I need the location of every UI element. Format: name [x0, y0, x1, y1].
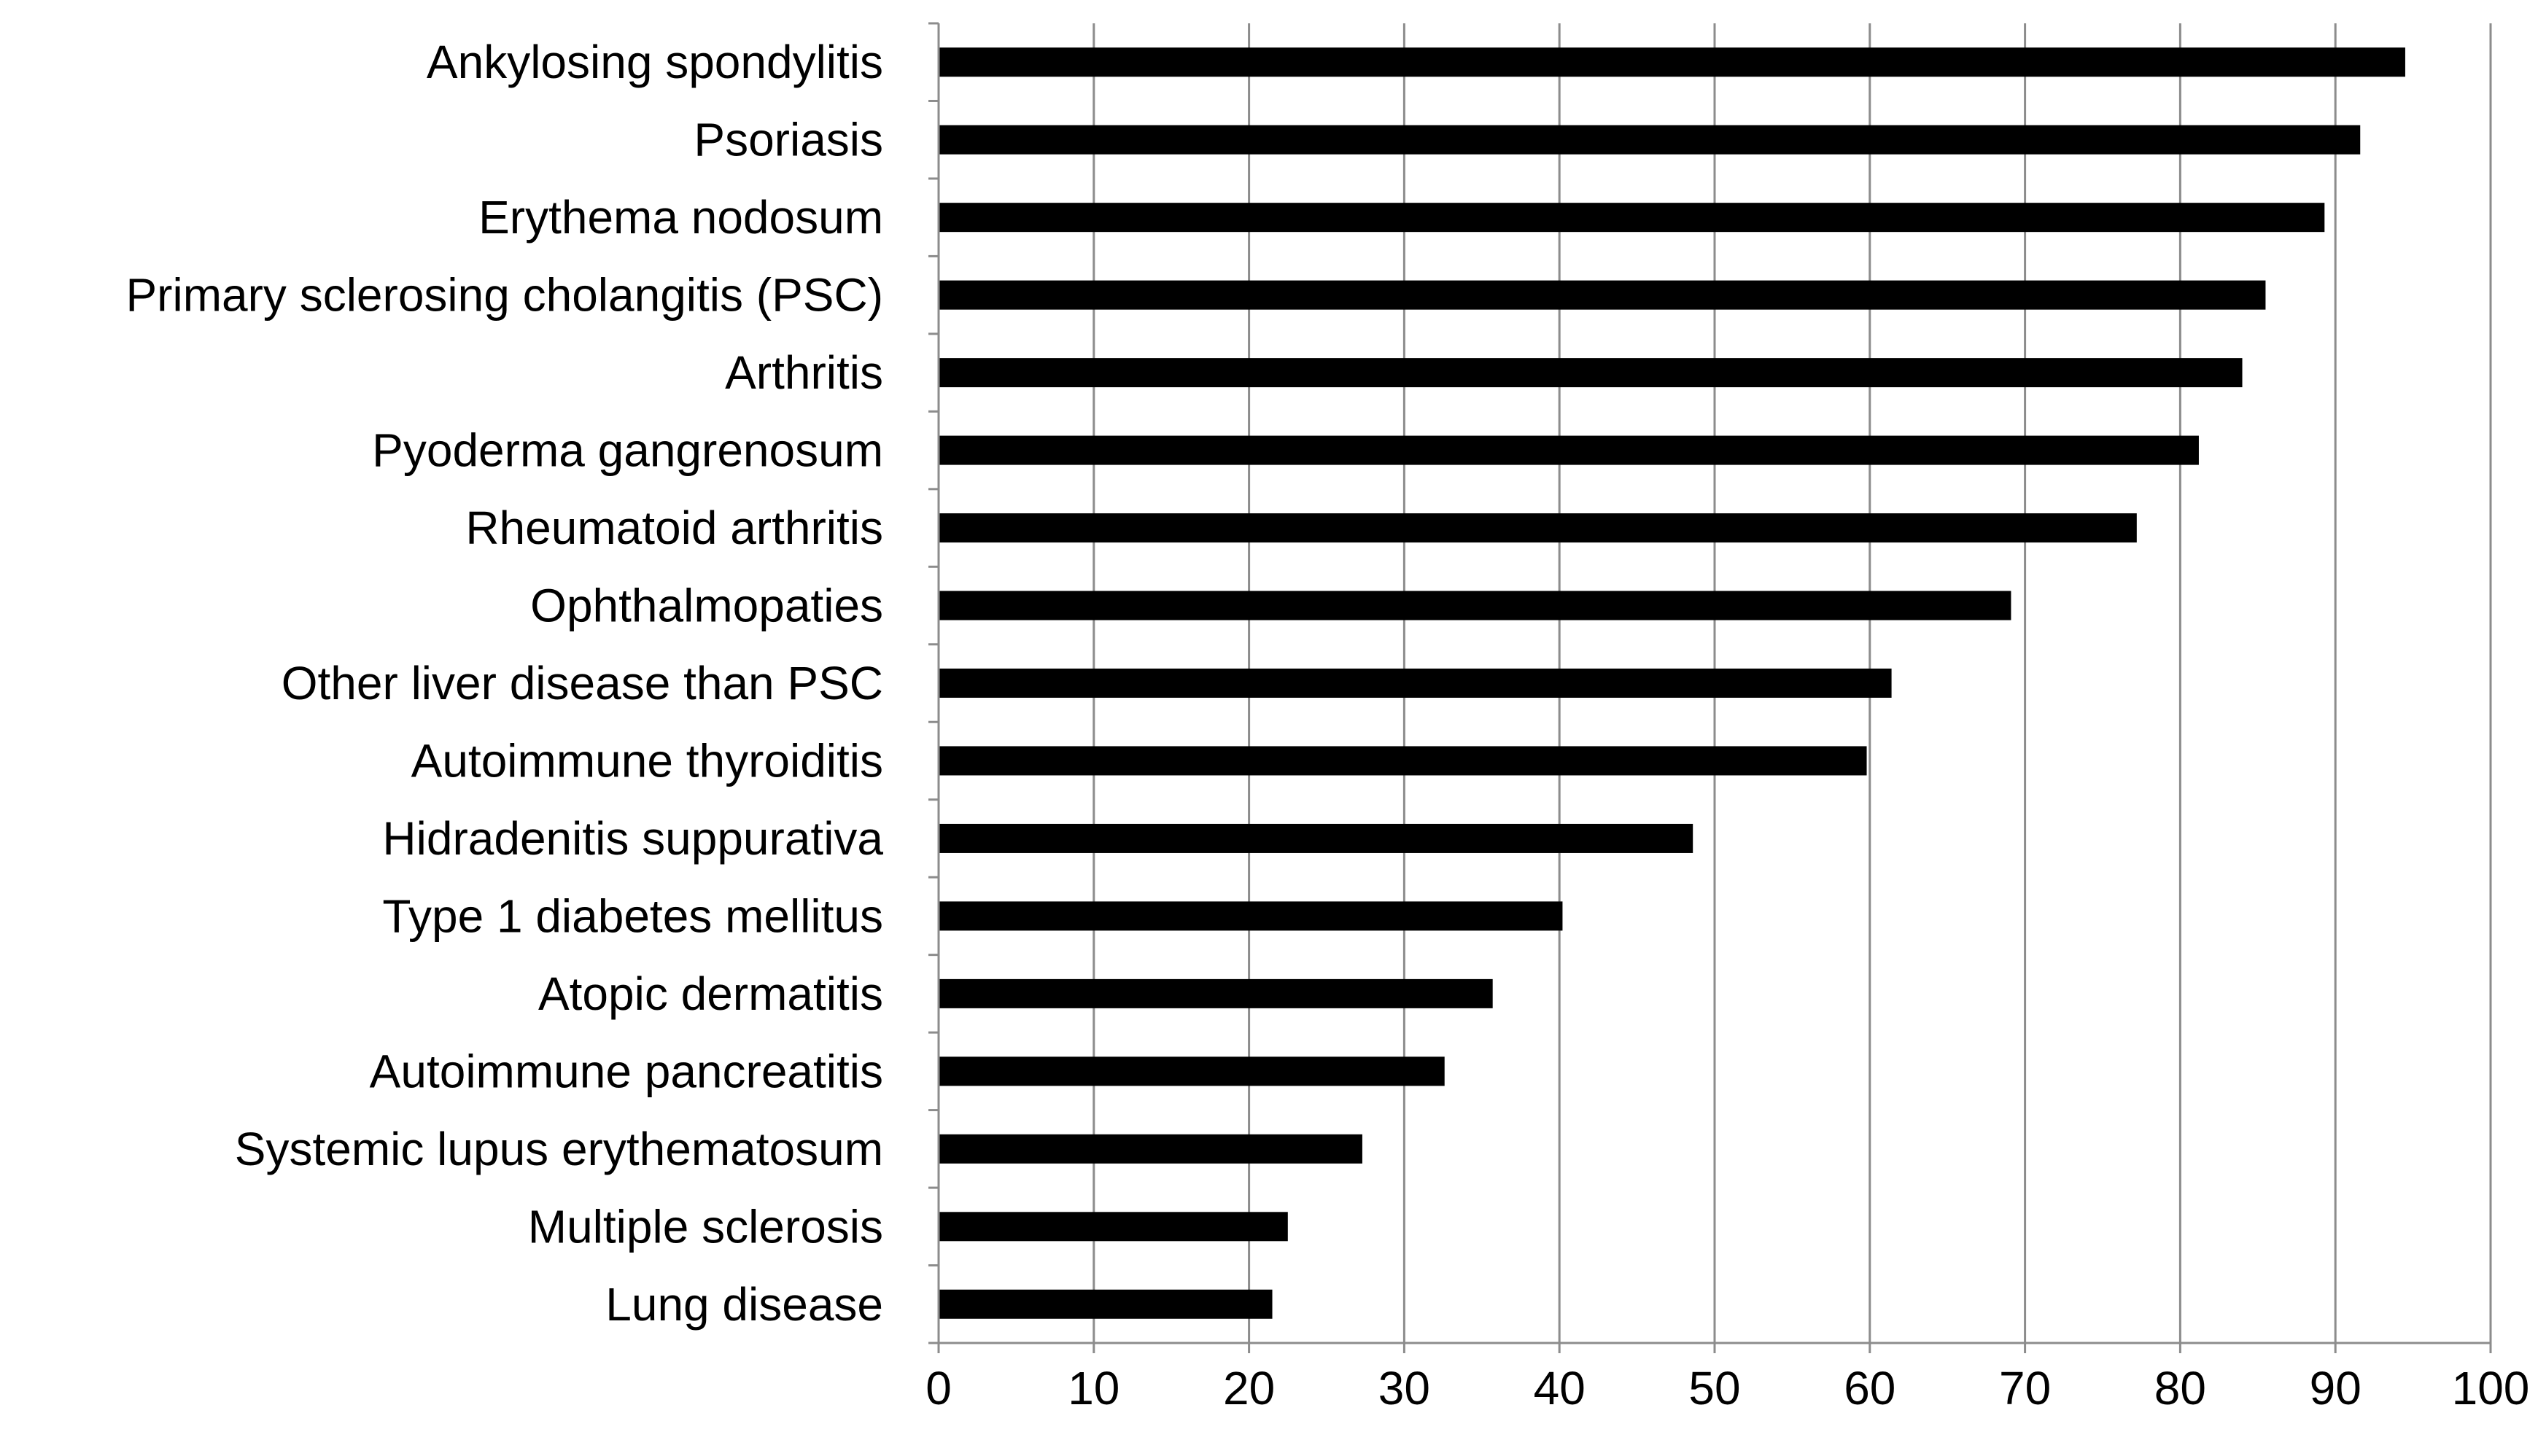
- bar: [939, 125, 2361, 155]
- bar: [939, 513, 2137, 543]
- bar: [939, 1289, 1273, 1319]
- category-label: Autoimmune pancreatitis: [370, 1045, 883, 1097]
- category-label: Rheumatoid arthritis: [465, 502, 883, 554]
- category-label: Hidradenitis suppurativa: [382, 812, 883, 865]
- bar: [939, 1134, 1362, 1164]
- x-tick-label: 60: [1844, 1362, 1895, 1414]
- category-label: Autoimmune thyroiditis: [411, 734, 883, 787]
- category-label: Other liver disease than PSC: [282, 657, 883, 709]
- bar: [939, 591, 2011, 620]
- x-tick-label: 10: [1068, 1362, 1119, 1414]
- x-tick-label: 100: [2452, 1362, 2530, 1414]
- bar: [939, 203, 2325, 233]
- bar: [939, 358, 2243, 388]
- axes: [928, 22, 2492, 1353]
- category-label: Type 1 diabetes mellitus: [382, 889, 883, 942]
- category-label: Atopic dermatitis: [538, 968, 883, 1020]
- category-labels: Ankylosing spondylitis Psoriasis Erythema …: [125, 36, 883, 1331]
- bar: [939, 901, 1563, 931]
- bar: [939, 1056, 1445, 1086]
- x-tick-label: 20: [1223, 1362, 1275, 1414]
- bar: [939, 435, 2199, 465]
- category-label: Erythema nodosum: [478, 191, 883, 244]
- category-label: Ankylosing spondylitis: [427, 36, 883, 88]
- bars: [939, 47, 2405, 1319]
- category-label: Arthritis: [725, 346, 883, 399]
- bar: [939, 669, 1892, 698]
- x-tick-label: 90: [2310, 1362, 2362, 1414]
- category-label: Pyoderma gangrenosum: [372, 424, 883, 477]
- x-tick-label: 50: [1688, 1362, 1740, 1414]
- x-tick-labels: 0 10 20 30 40 50 60 70 80 90 100: [925, 1362, 2529, 1414]
- x-tick-label: 70: [1999, 1362, 2051, 1414]
- x-tick-label: 30: [1378, 1362, 1430, 1414]
- category-label: Ophthalmopaties: [530, 580, 883, 632]
- category-label: Systemic lupus erythematosum: [235, 1123, 883, 1175]
- bar: [939, 746, 1867, 776]
- bar: [939, 280, 2266, 310]
- category-label: Primary sclerosing cholangitis (PSC): [125, 269, 883, 322]
- bar: [939, 47, 2405, 77]
- category-label: Lung disease: [605, 1278, 883, 1331]
- x-tick-label: 80: [2154, 1362, 2206, 1414]
- category-label: Multiple sclerosis: [528, 1200, 883, 1253]
- category-label: Psoriasis: [694, 114, 883, 166]
- x-tick-label: 0: [925, 1362, 952, 1414]
- bar: [939, 978, 1493, 1008]
- bar: [939, 823, 1693, 853]
- x-tick-label: 40: [1534, 1362, 1586, 1414]
- bar: [939, 1212, 1288, 1242]
